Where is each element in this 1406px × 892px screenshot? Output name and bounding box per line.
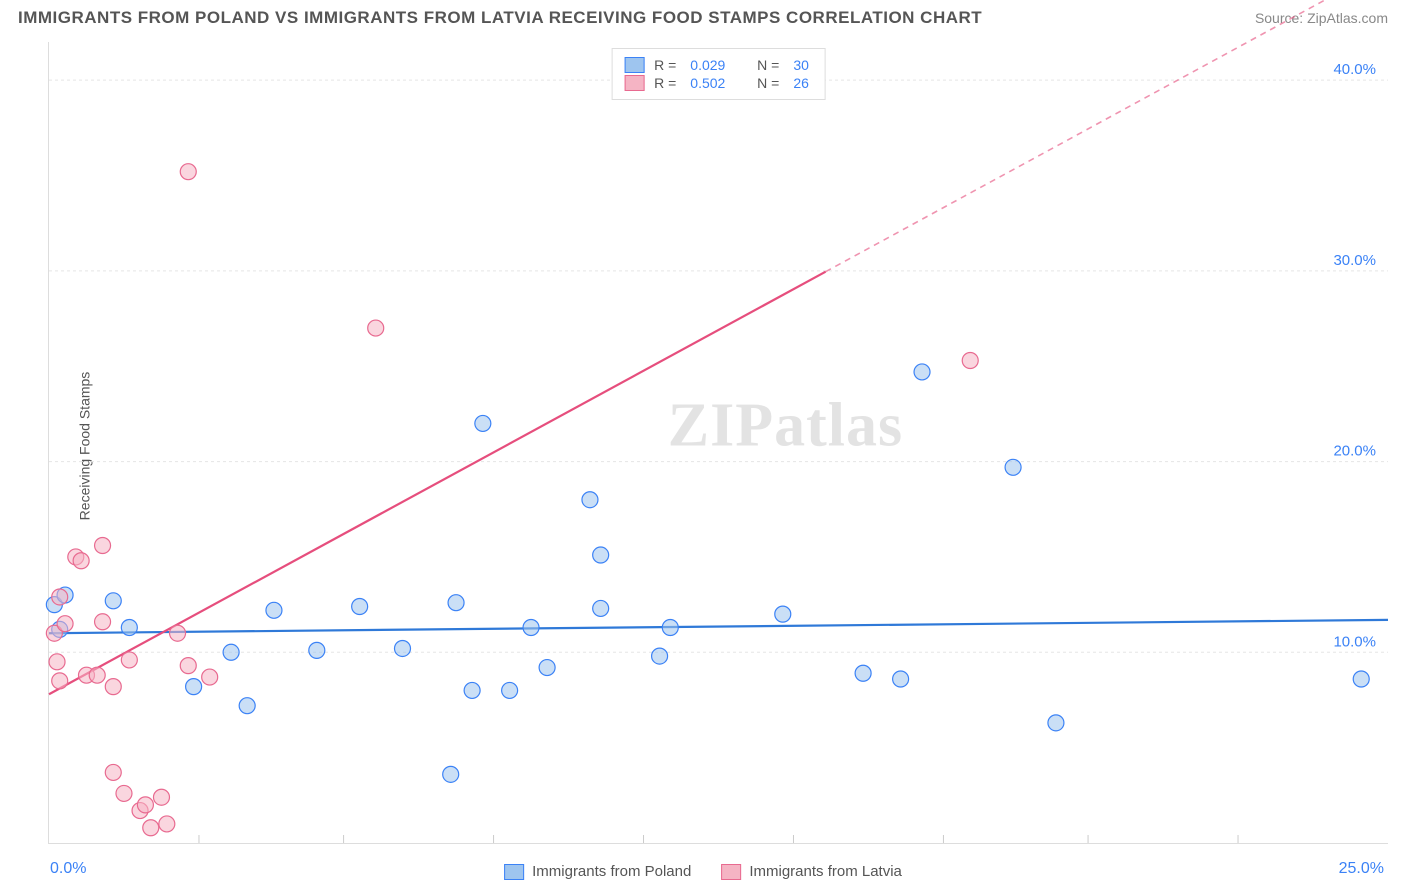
data-point (662, 619, 678, 635)
data-point (266, 602, 282, 618)
legend-swatch (624, 75, 644, 91)
data-point (95, 614, 111, 630)
data-point (202, 669, 218, 685)
data-point (893, 671, 909, 687)
r-value: 0.029 (690, 57, 725, 73)
data-point (368, 320, 384, 336)
data-point (239, 698, 255, 714)
legend-label: Immigrants from Latvia (749, 863, 902, 880)
r-label: R = (654, 75, 676, 91)
data-point (116, 785, 132, 801)
legend-swatch (504, 864, 524, 880)
data-point (394, 640, 410, 656)
data-point (539, 660, 555, 676)
y-tick-label: 40.0% (1333, 61, 1376, 78)
chart-title: IMMIGRANTS FROM POLAND VS IMMIGRANTS FRO… (18, 8, 982, 28)
data-point (143, 820, 159, 836)
n-label: N = (757, 57, 779, 73)
data-point (105, 679, 121, 695)
legend-item: Immigrants from Poland (504, 863, 691, 880)
data-point (464, 682, 480, 698)
data-point (105, 593, 121, 609)
data-point (652, 648, 668, 664)
data-point (57, 616, 73, 632)
series-legend: Immigrants from Poland Immigrants from L… (504, 863, 902, 880)
x-tick-label: 25.0% (1339, 860, 1384, 878)
data-point (159, 816, 175, 832)
y-tick-label: 30.0% (1333, 252, 1376, 269)
data-point (89, 667, 105, 683)
data-point (137, 797, 153, 813)
data-point (180, 658, 196, 674)
data-point (593, 547, 609, 563)
data-point (153, 789, 169, 805)
data-point (1353, 671, 1369, 687)
data-point (309, 642, 325, 658)
data-point (105, 764, 121, 780)
y-tick-label: 20.0% (1333, 443, 1376, 460)
y-tick-label: 10.0% (1333, 633, 1376, 650)
data-point (180, 164, 196, 180)
r-label: R = (654, 57, 676, 73)
data-point (49, 654, 65, 670)
data-point (475, 415, 491, 431)
data-point (52, 673, 68, 689)
legend-row: R = 0.502 N = 26 (624, 75, 813, 91)
correlation-legend: R = 0.029 N = 30 R = 0.502 N = 26 (611, 48, 826, 100)
data-point (73, 553, 89, 569)
data-point (502, 682, 518, 698)
chart-area: 10.0%20.0%30.0%40.0% ZIPatlas R = 0.029 … (48, 42, 1388, 844)
data-point (121, 652, 137, 668)
n-value: 30 (793, 57, 809, 73)
data-point (582, 492, 598, 508)
n-value: 26 (793, 75, 809, 91)
data-point (775, 606, 791, 622)
source-label: Source: ZipAtlas.com (1255, 10, 1388, 26)
data-point (448, 595, 464, 611)
scatter-plot: 10.0% 20.0% 30.0% 40.0% (49, 42, 1388, 843)
data-point (855, 665, 871, 681)
data-point (962, 352, 978, 368)
r-value: 0.502 (690, 75, 725, 91)
data-point (523, 619, 539, 635)
data-point (443, 766, 459, 782)
x-tick-label: 0.0% (50, 860, 86, 878)
legend-row: R = 0.029 N = 30 (624, 57, 813, 73)
legend-label: Immigrants from Poland (532, 863, 691, 880)
data-point (170, 625, 186, 641)
data-point (1048, 715, 1064, 731)
legend-swatch (624, 57, 644, 73)
data-point (52, 589, 68, 605)
data-point (95, 537, 111, 553)
legend-swatch (721, 864, 741, 880)
data-point (121, 619, 137, 635)
data-point (914, 364, 930, 380)
data-point (593, 600, 609, 616)
data-point (352, 599, 368, 615)
data-point (1005, 459, 1021, 475)
data-point (186, 679, 202, 695)
n-label: N = (757, 75, 779, 91)
data-point (223, 644, 239, 660)
legend-item: Immigrants from Latvia (721, 863, 902, 880)
